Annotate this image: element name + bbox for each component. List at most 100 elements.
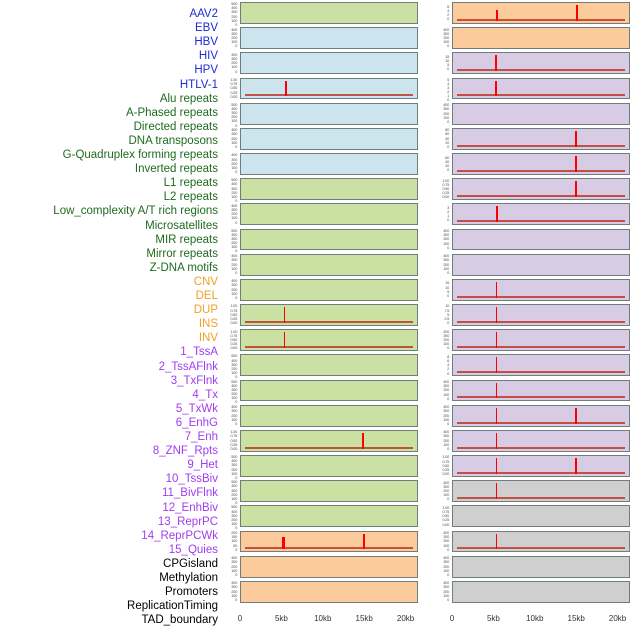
row-label: Low_complexity A/T rich regions: [53, 205, 218, 218]
track-plot-area: [241, 456, 417, 476]
y-tick-label: 400: [231, 382, 237, 388]
y-tick-label: 0.25: [442, 190, 449, 196]
track-plot-area: [453, 431, 629, 451]
data-bar: [495, 307, 498, 323]
track-right-18: [452, 455, 630, 477]
track-left-16: [240, 404, 418, 427]
y-tick-label: 20: [445, 162, 449, 168]
track-plot-area: [453, 330, 629, 350]
data-bar: [362, 533, 366, 550]
y-tick-label: 0: [235, 21, 237, 27]
track-baseline: [244, 547, 414, 550]
y-tick-label: 1.00: [442, 177, 449, 183]
row-label: TAD_boundary: [141, 614, 219, 627]
y-tick-label: 500: [231, 1, 237, 6]
y-tick-label: 100: [231, 244, 237, 250]
track-right-0: [452, 2, 630, 24]
track-right-11: [452, 278, 630, 301]
y-tick-label: 200: [443, 35, 449, 40]
track-baseline: [456, 346, 626, 349]
data-bar: [495, 483, 498, 500]
y-axis-ticks: 500 400 300 200 100 0: [224, 479, 237, 506]
y-axis-ticks: 400 300 200 100 0: [424, 480, 449, 502]
y-tick-label: 300: [231, 257, 237, 263]
track-left-4: [240, 102, 418, 125]
track-plot-area: [453, 355, 629, 375]
track-right-1: [452, 27, 630, 50]
y-tick-label: 15: [445, 53, 449, 59]
track-left-13: [240, 329, 418, 352]
y-tick-label: 0: [235, 144, 237, 150]
track-baseline: [456, 94, 626, 97]
track-left-12: [240, 304, 418, 326]
track-left-22: [240, 555, 418, 578]
track-plot-area: [241, 582, 417, 602]
y-tick-label: 300: [231, 235, 237, 241]
row-label: Z-DNA motifs: [149, 261, 218, 274]
y-tick-label: 200: [231, 491, 237, 497]
y-tick-label: 500: [231, 378, 237, 384]
data-bar: [575, 181, 577, 198]
track-left-23: [240, 580, 418, 603]
y-axis-ticks: 1.00 0.75 0.50 0.25 0.00: [224, 304, 237, 326]
panel-left: 500 400 300 200 100 0 400 300 200 100 0 400 300 200 10…: [224, 0, 418, 630]
track-left-10: [240, 253, 418, 276]
y-tick-label: 0.75: [442, 508, 449, 514]
y-tick-label: 0: [235, 500, 237, 506]
track-right-17: [452, 429, 630, 452]
y-tick-label: 40: [445, 158, 449, 164]
data-bar: [495, 357, 498, 374]
track-right-16: [452, 404, 630, 427]
x-tick-label: 10kb: [526, 614, 544, 623]
y-tick-label: 200: [231, 588, 237, 594]
y-axis-ticks: 500 400 300 200 100 0: [224, 454, 237, 479]
y-tick-label: 100: [231, 470, 237, 476]
y-tick-label: 150: [231, 534, 237, 540]
y-tick-label: 500: [231, 479, 237, 485]
y-tick-label: 0: [447, 571, 449, 577]
y-tick-label: 100: [231, 265, 237, 271]
x-tick-label: 15kb: [567, 614, 585, 623]
row-label-column: AAV2 EBV HBV HIV HPV HTLV-1 Alu repeats A-Phase…: [0, 0, 222, 630]
y-tick-label: 400: [443, 102, 449, 108]
row-label: 7_Enh: [184, 431, 218, 443]
y-tick-label: 1.00: [442, 454, 449, 460]
y-axis-ticks: 500 400 300 200 100 0: [224, 505, 237, 530]
y-tick-label: 400: [231, 127, 237, 133]
y-tick-label: 100: [443, 240, 449, 246]
track-plot-area: [453, 381, 629, 401]
y-axis-ticks: 400 300 200 100 0: [224, 404, 237, 427]
y-axis-ticks: 400 300 200 100 0: [224, 581, 237, 603]
y-tick-label: 2: [447, 89, 449, 95]
track-left-3: [240, 77, 418, 100]
y-tick-label: 0: [235, 122, 237, 128]
row-label: 15_Quies: [168, 543, 218, 556]
y-tick-label: 400: [443, 404, 449, 410]
y-tick-label: 100: [443, 567, 449, 573]
y-tick-label: 300: [231, 386, 237, 392]
track-plot-area: [453, 53, 629, 73]
y-axis-ticks: 500 400 300 200 100 0: [224, 102, 237, 128]
y-tick-label: 0.25: [230, 341, 237, 347]
row-label: 5_TxWk: [175, 402, 218, 415]
y-tick-label: 6: [447, 357, 449, 363]
row-label: 6_EnhG: [175, 416, 218, 429]
track-right-21: [452, 530, 630, 553]
y-tick-label: 0.00: [230, 446, 237, 452]
y-axis-ticks: 500 400 300 200 100 0: [224, 1, 237, 27]
y-tick-label: 300: [443, 408, 449, 414]
y-tick-label: 0.00: [230, 320, 237, 326]
y-tick-label: 0.25: [230, 441, 237, 447]
track-baseline: [456, 69, 626, 72]
y-tick-label: 200: [231, 466, 237, 472]
row-label: G-Quadruplex forming repeats: [62, 149, 218, 161]
row-label: 10_TssBiv: [165, 473, 218, 486]
y-tick-label: 1: [447, 93, 449, 99]
y-tick-label: 5: [447, 311, 449, 317]
y-axis-ticks: 500 400 300 200 100 0: [224, 177, 237, 202]
y-tick-label: 100: [443, 391, 449, 397]
track-plot-area: [453, 582, 629, 602]
track-plot-area: [453, 406, 629, 426]
